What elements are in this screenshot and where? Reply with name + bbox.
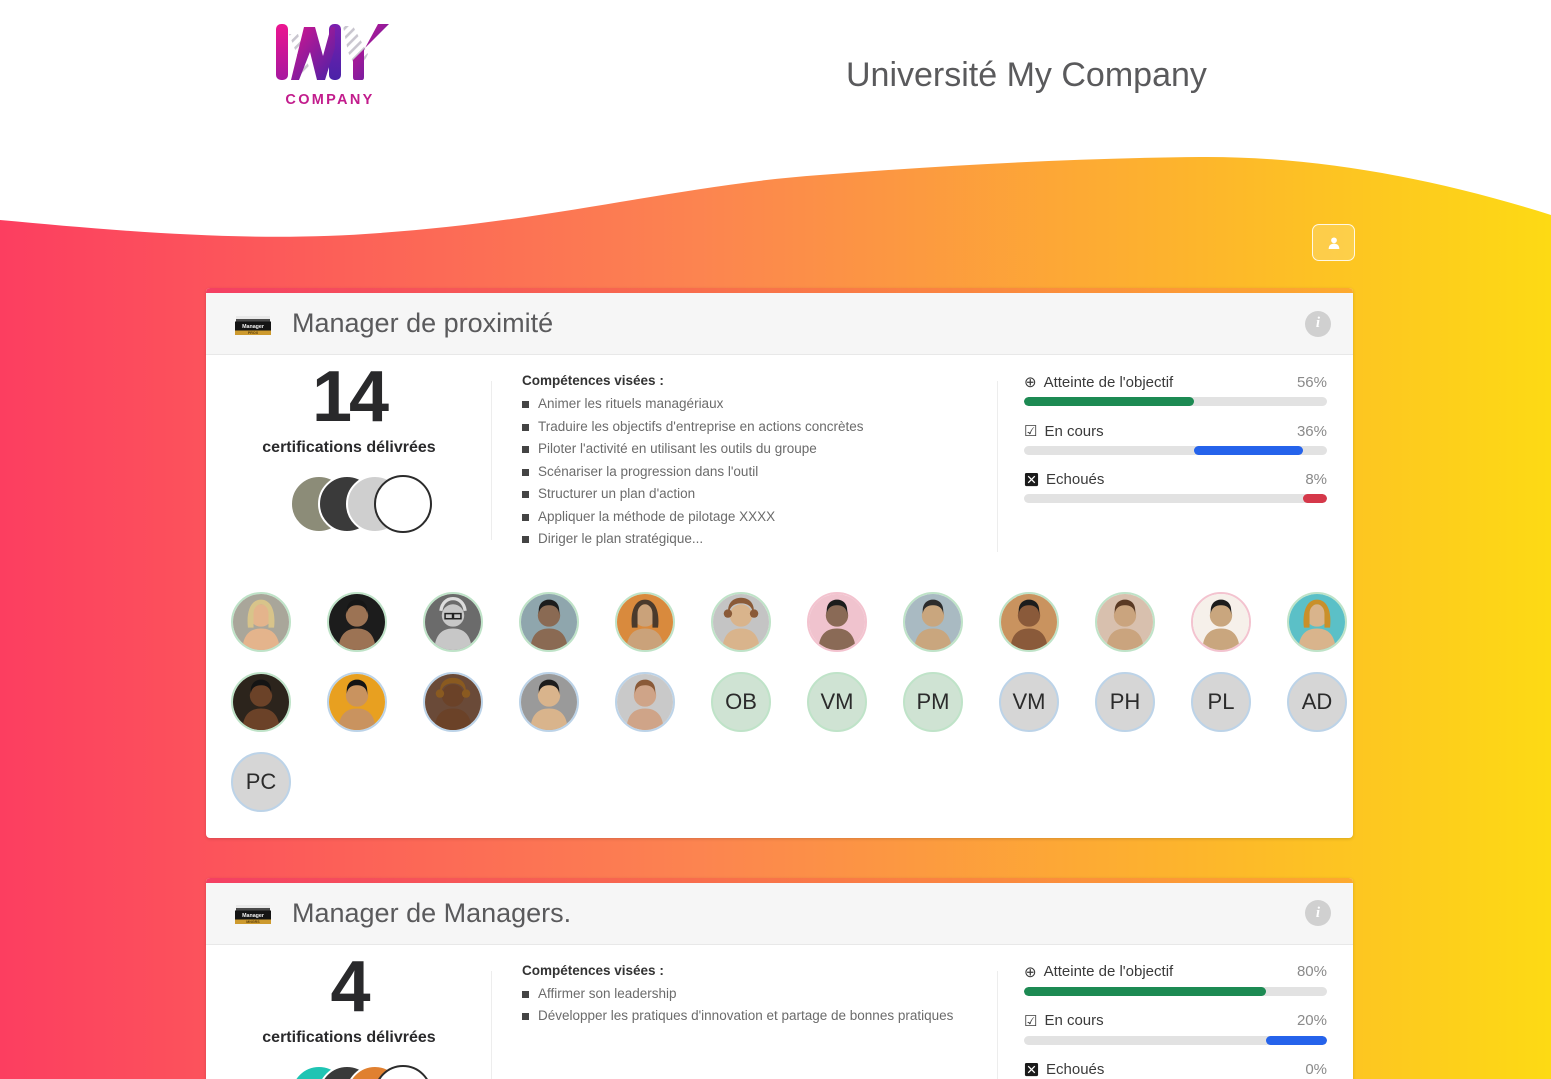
svg-text:PROX: PROX <box>248 331 259 335</box>
svg-text:COMPANY: COMPANY <box>285 92 374 108</box>
svg-text:Manager: Manager <box>242 324 264 330</box>
svg-text:Manager: Manager <box>242 913 264 919</box>
svg-text:MNGRS: MNGRS <box>246 920 260 924</box>
